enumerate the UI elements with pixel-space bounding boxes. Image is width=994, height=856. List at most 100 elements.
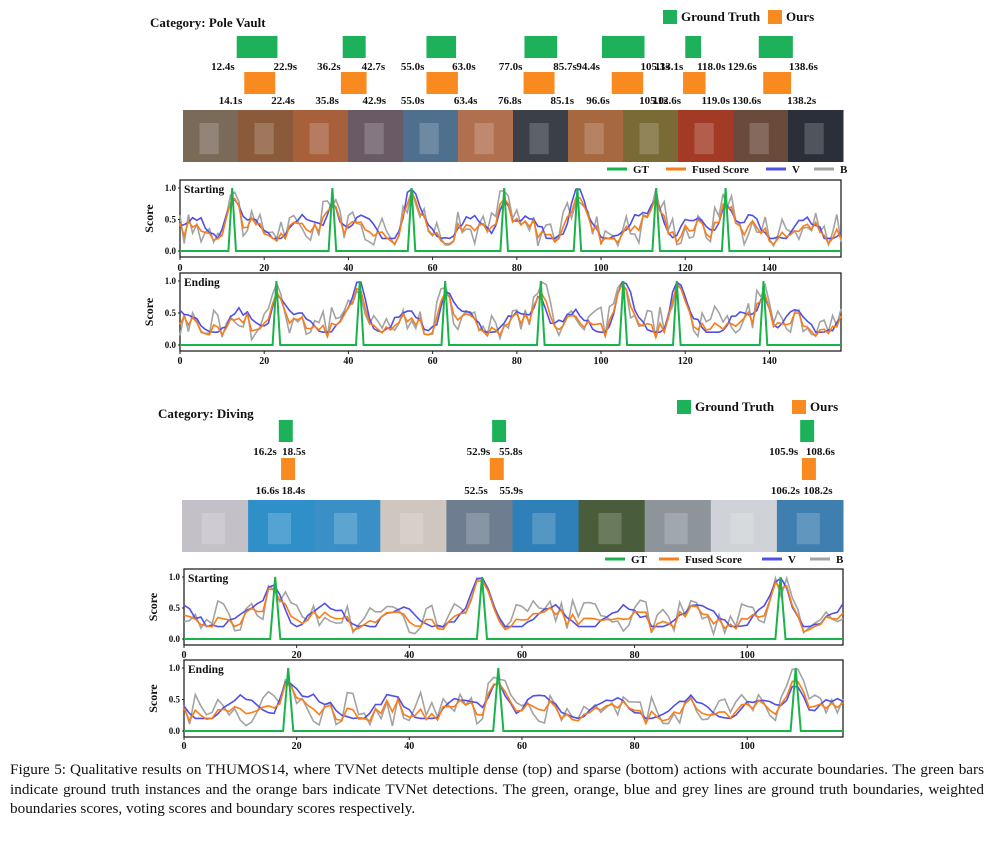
video-frame	[293, 110, 349, 162]
gt-interval-bar	[236, 36, 278, 58]
video-frame	[512, 500, 580, 552]
ours-interval-start: 52.5s	[464, 485, 488, 497]
series-fused-line	[179, 189, 842, 246]
video-frame-figure	[598, 513, 622, 545]
x-tick-label: 80	[630, 650, 640, 661]
y-tick-label: 0.0	[165, 246, 177, 256]
legend-ours-label: Ours	[810, 399, 838, 414]
series-fused-line	[183, 579, 844, 634]
ours-interval-bar	[281, 458, 296, 480]
gt-interval-start: 129.6s	[728, 61, 758, 73]
y-tick-label: 0.0	[165, 340, 177, 350]
legend-v-label: V	[792, 164, 800, 176]
video-frame-figure	[796, 513, 820, 545]
x-tick-label: 100	[594, 263, 609, 274]
x-tick-label: 60	[517, 650, 527, 661]
y-tick-label: 0.5	[165, 215, 177, 225]
ours-interval-bar	[426, 72, 458, 94]
ours-interval-bar	[611, 72, 644, 94]
video-frame-figure	[199, 123, 219, 155]
video-frame-figure	[730, 513, 754, 545]
legend-ours-swatch	[768, 10, 782, 24]
ours-interval-start: 35.8s	[315, 95, 339, 107]
gt-interval-bar	[342, 36, 366, 58]
y-axis-label: Score	[142, 297, 156, 326]
video-frame	[678, 110, 734, 162]
video-frame-figure	[474, 123, 494, 155]
ours-interval-bar	[683, 72, 706, 94]
gt-interval-start: 36.2s	[317, 61, 341, 73]
x-tick-label: 80	[630, 741, 640, 752]
x-tick-label: 60	[428, 263, 438, 274]
gt-interval-bar	[800, 420, 815, 442]
gt-interval-start: 94.4s	[576, 61, 600, 73]
gt-interval-bar	[601, 36, 645, 58]
x-tick-label: 40	[404, 650, 414, 661]
video-frame-figure	[694, 123, 714, 155]
x-tick-label: 140	[762, 263, 777, 274]
video-frame-figure	[466, 513, 490, 545]
video-frame-figure	[749, 123, 769, 155]
chart-title: Starting	[188, 573, 229, 585]
video-frame-figure	[364, 123, 384, 155]
ours-interval-start: 55.0s	[401, 95, 425, 107]
ours-interval-start: 106.2s	[771, 485, 801, 497]
figure: Category: Pole Vault Ground Truth Ours 12.4…	[142, 9, 848, 752]
series-v-line	[179, 281, 842, 333]
ours-interval-end: 119.0s	[702, 95, 731, 107]
chart-title: Ending	[188, 664, 224, 676]
gt-interval-end: 85.7s	[553, 61, 577, 73]
x-tick-label: 100	[740, 650, 755, 661]
legend-ours-swatch	[792, 400, 806, 414]
x-tick-label: 120	[678, 263, 693, 274]
x-tick-label: 0	[182, 741, 187, 752]
video-frame-figure	[419, 123, 439, 155]
chart-frame	[183, 568, 844, 646]
series-gt-line	[180, 187, 841, 252]
series-b-line	[183, 575, 844, 637]
ours-interval-start: 96.6s	[586, 95, 610, 107]
y-axis-label: Score	[142, 204, 156, 233]
video-frame	[238, 110, 294, 162]
gt-interval-start: 12.4s	[211, 61, 235, 73]
video-frame	[182, 500, 249, 552]
video-frame-figure	[664, 513, 688, 545]
gt-interval-bar	[524, 36, 558, 58]
chart-frame	[179, 179, 842, 258]
series-gt-line	[180, 280, 841, 346]
video-frame	[788, 110, 844, 162]
legend-ours-label: Ours	[786, 9, 814, 24]
video-frame	[644, 500, 712, 552]
video-frame-figure	[529, 123, 549, 155]
gt-interval-end: 22.9s	[273, 61, 297, 73]
gt-interval-bar	[685, 36, 702, 58]
video-frame-figure	[804, 123, 824, 155]
gt-interval-start: 113.1s	[655, 61, 684, 73]
y-tick-label: 1.0	[165, 276, 177, 286]
x-tick-label: 40	[404, 741, 414, 752]
legend-gt-label: GT	[633, 164, 650, 176]
ours-interval-end: 55.9s	[500, 485, 524, 497]
gt-interval-end: 138.6s	[789, 61, 819, 73]
x-tick-label: 60	[428, 356, 438, 367]
y-tick-label: 0.0	[169, 726, 181, 736]
gt-interval-start: 77.0s	[499, 61, 523, 73]
gt-interval-bar	[278, 420, 293, 442]
ours-interval-bar	[801, 458, 816, 480]
video-frame	[348, 110, 404, 162]
gt-interval-end: 105.3s	[641, 61, 671, 73]
legend-fused-label: Fused Score	[685, 554, 742, 566]
x-tick-label: 20	[259, 263, 269, 274]
x-tick-label: 20	[292, 741, 302, 752]
video-frame	[578, 500, 646, 552]
video-frame	[380, 500, 447, 552]
chart-title: Starting	[184, 184, 225, 196]
ours-interval-bar	[763, 72, 792, 94]
x-tick-label: 60	[517, 741, 527, 752]
x-tick-label: 100	[594, 356, 609, 367]
video-frame-figure	[532, 513, 556, 545]
gt-interval-start: 55.0s	[401, 61, 425, 73]
ours-interval-bar	[523, 72, 555, 94]
gt-interval-start: 52.9s	[467, 446, 491, 458]
video-frame	[776, 500, 844, 552]
